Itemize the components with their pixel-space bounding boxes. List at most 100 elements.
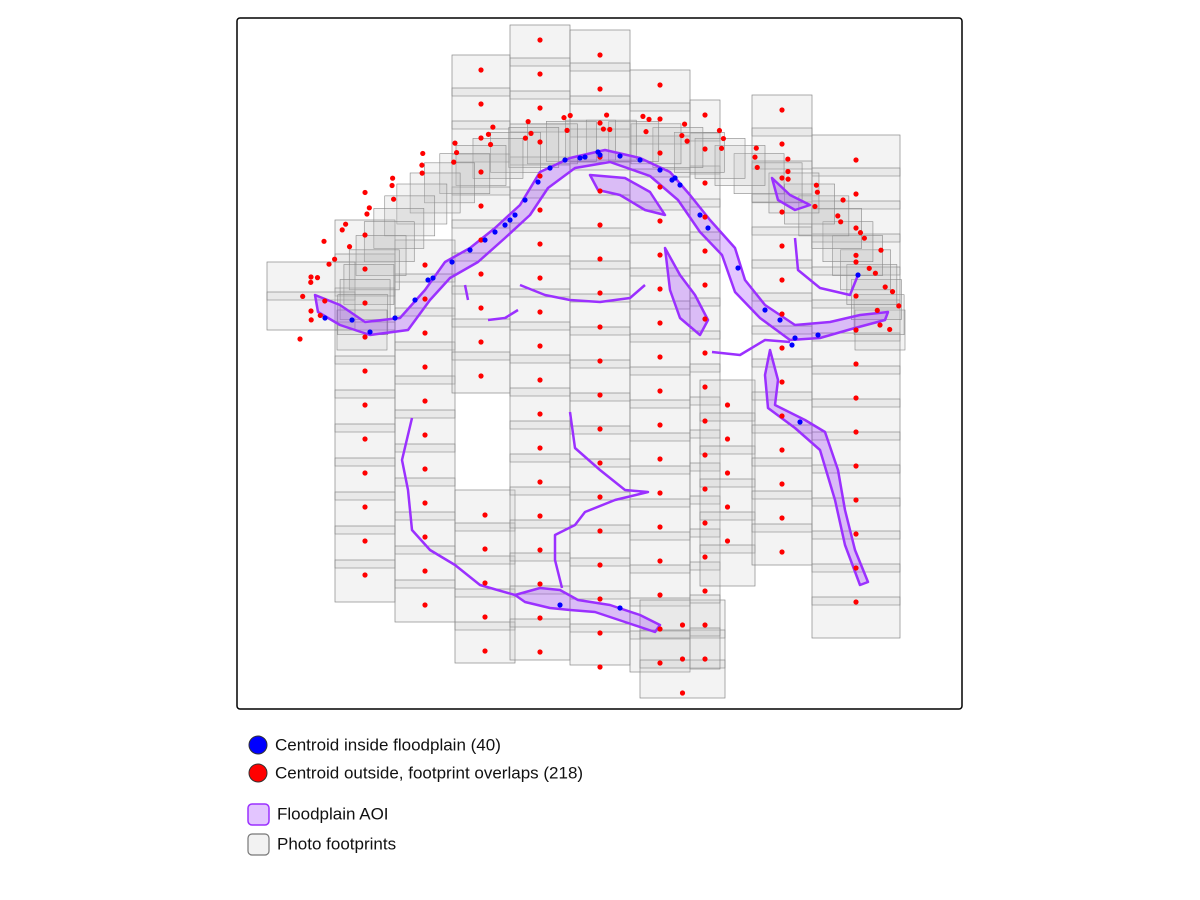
centroid-inside — [762, 307, 768, 313]
centroid-outside — [752, 154, 758, 160]
centroid-outside — [537, 479, 543, 485]
footprint — [451, 120, 511, 163]
centroid-outside — [779, 243, 785, 249]
legend-label: Floodplain AOI — [277, 804, 389, 823]
centroid-outside — [779, 379, 785, 385]
centroid-outside — [702, 418, 708, 424]
centroid-outside — [537, 173, 543, 179]
footprint — [689, 429, 721, 472]
centroid-outside — [724, 470, 731, 476]
centroid-outside — [322, 298, 328, 304]
centroid-inside — [502, 222, 508, 228]
centroid-outside — [724, 538, 731, 544]
centroid-outside — [607, 126, 613, 133]
footprint — [394, 341, 456, 385]
legend-label: Centroid inside floodplain (40) — [275, 735, 501, 754]
centroid-inside — [425, 277, 431, 283]
centroid-outside — [600, 126, 606, 132]
centroid-outside — [567, 112, 573, 119]
floodplain-polygon — [770, 176, 812, 212]
footprint — [639, 629, 726, 669]
centroid-outside — [853, 191, 859, 197]
centroid-outside — [779, 107, 785, 113]
centroid-outside — [597, 460, 603, 466]
centroid-outside — [362, 504, 368, 510]
centroid-outside — [564, 127, 570, 133]
centroid-outside — [597, 290, 603, 296]
centroid-outside — [537, 513, 543, 519]
footprint — [751, 358, 813, 401]
centroid-outside — [657, 286, 663, 292]
centroid-outside — [478, 135, 484, 141]
centroid-outside — [422, 364, 428, 370]
centroid-outside — [422, 296, 428, 302]
centroid-outside — [838, 219, 844, 225]
centroid-inside — [507, 217, 513, 223]
centroid-outside — [702, 146, 708, 152]
centroid-outside — [724, 436, 731, 442]
footprint — [343, 264, 395, 305]
floodplain-channel — [553, 411, 650, 589]
centroid-outside — [872, 270, 878, 276]
centroid-outside — [657, 558, 663, 564]
centroid-inside — [577, 155, 583, 161]
centroid-inside — [492, 229, 498, 235]
footprint — [629, 366, 691, 409]
centroid-outside — [702, 384, 708, 390]
footprint — [334, 423, 396, 467]
centroid-outside — [537, 343, 543, 349]
centroid-outside — [853, 361, 859, 367]
centroid-outside — [853, 259, 859, 265]
centroid-outside — [702, 316, 708, 322]
centroid-outside — [853, 463, 859, 469]
centroid-outside — [853, 429, 859, 435]
centroid-inside — [792, 335, 798, 341]
footprint — [509, 57, 571, 100]
centroid-outside — [487, 141, 494, 148]
footprint — [454, 621, 516, 664]
centroid-outside — [779, 277, 785, 283]
centroid-outside — [840, 197, 846, 203]
centroid-outside — [537, 581, 543, 587]
floodplain-channel — [519, 283, 646, 304]
centroid-outside — [853, 293, 859, 299]
centroid-outside — [366, 205, 372, 211]
floodplain-polygon — [313, 148, 890, 342]
centroid-outside — [889, 289, 896, 295]
centroid-outside — [702, 214, 708, 220]
footprint — [569, 62, 631, 105]
floodplain-channel — [463, 284, 470, 301]
centroid-outside — [419, 170, 425, 176]
centroid-outside — [779, 549, 785, 555]
footprint — [509, 453, 571, 496]
centroid-outside — [657, 82, 663, 88]
centroid-outside — [362, 470, 368, 476]
centroid-inside — [735, 265, 741, 271]
centroid-inside — [705, 225, 711, 231]
centroid-outside — [597, 222, 603, 228]
centroid-outside — [478, 169, 484, 175]
centroid-outside — [297, 336, 303, 342]
footprint — [334, 457, 396, 501]
centroid-inside — [535, 179, 541, 185]
centroid-outside — [391, 196, 397, 202]
centroid-outside — [362, 334, 368, 340]
footprint — [699, 478, 756, 521]
footprint — [336, 309, 388, 351]
footprint — [689, 561, 721, 604]
centroid-outside — [362, 572, 368, 578]
centroid-outside — [720, 135, 727, 142]
centroid-outside — [853, 395, 859, 401]
centroid-outside — [597, 664, 603, 670]
centroid-outside — [814, 189, 820, 195]
centroid-inside — [672, 175, 678, 181]
centroid-outside — [853, 565, 859, 571]
centroid-outside — [724, 504, 731, 510]
footprint — [689, 594, 721, 637]
footprint — [455, 145, 507, 186]
centroid-outside — [308, 317, 314, 323]
footprint — [451, 87, 511, 130]
footprint — [569, 95, 631, 138]
centroid-inside — [522, 197, 528, 203]
